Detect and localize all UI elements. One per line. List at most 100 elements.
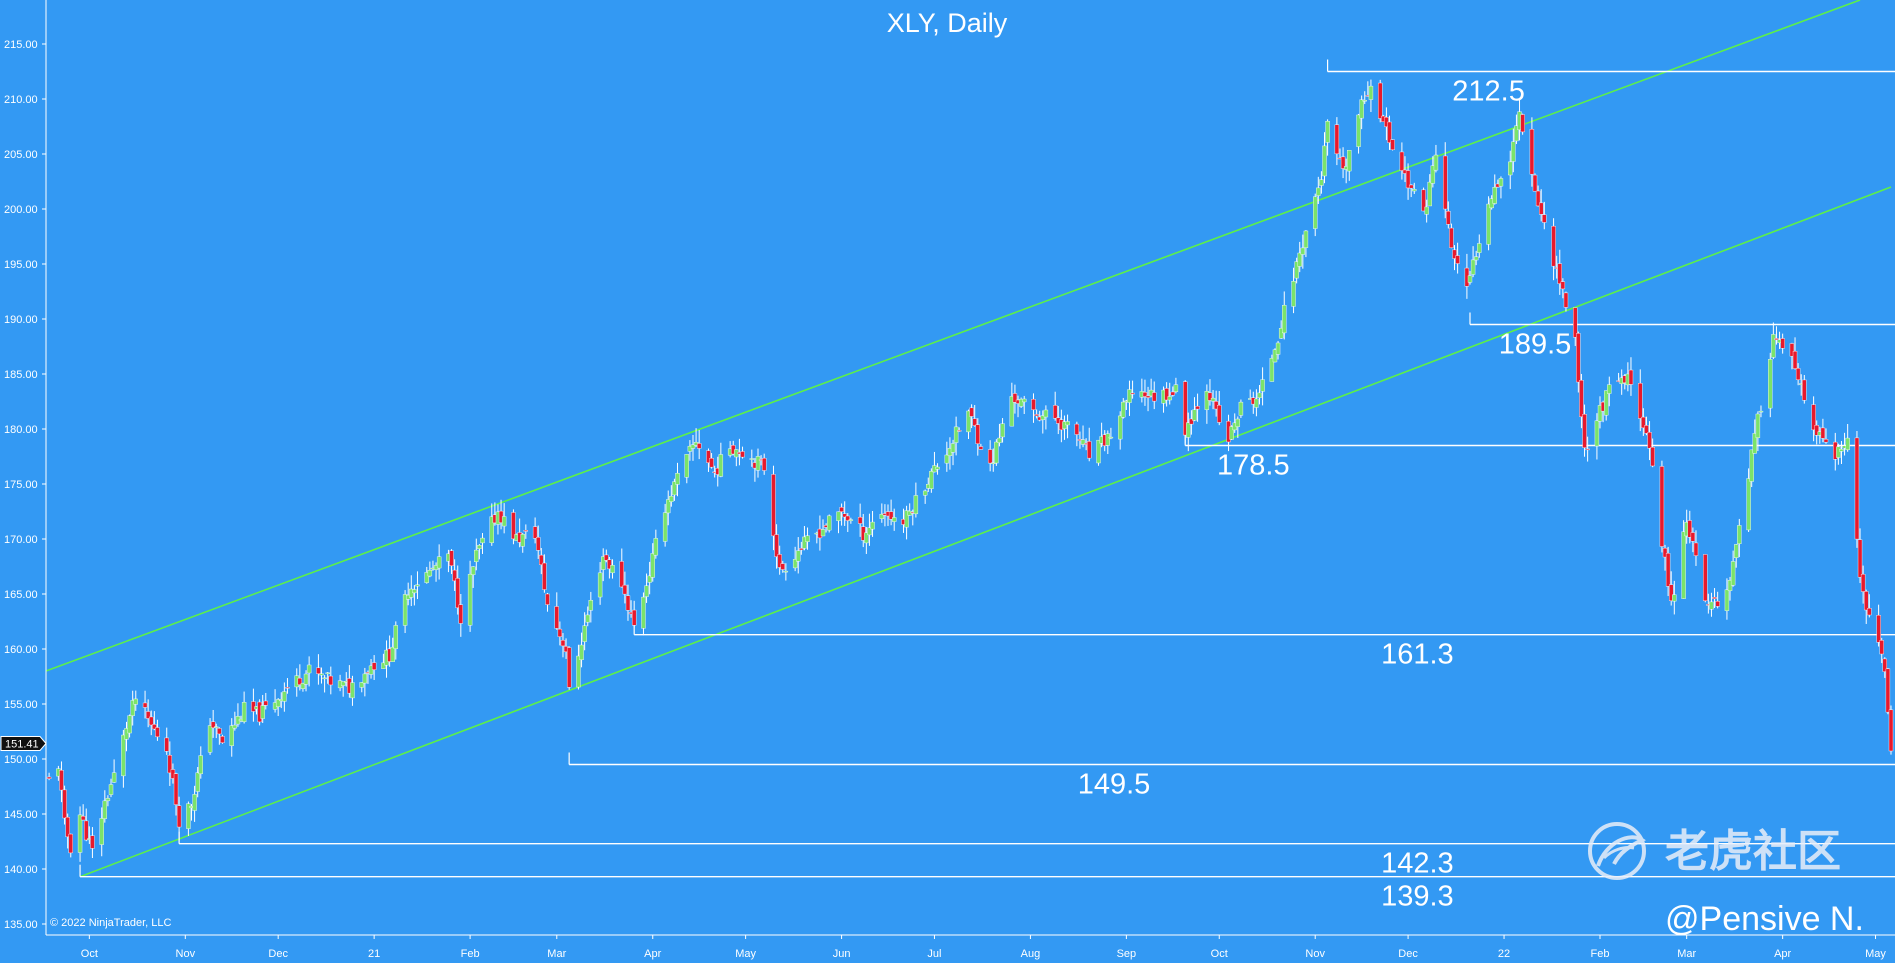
candle-body-down	[1012, 393, 1018, 403]
candle	[805, 527, 810, 550]
candle-body-down	[631, 609, 637, 626]
candle-body-up	[1514, 125, 1519, 142]
candle	[359, 682, 364, 693]
candle-body-up	[260, 705, 265, 719]
candle-body-up	[229, 725, 234, 746]
candle-body-up	[1322, 145, 1327, 177]
candle-body-down	[1659, 466, 1665, 547]
candle	[1662, 544, 1668, 571]
candle	[922, 489, 928, 504]
y-tick-label: 180.00	[4, 424, 38, 436]
candle	[1065, 414, 1070, 439]
candle	[845, 513, 850, 532]
candle-body-up	[1186, 422, 1191, 438]
candle-body-down	[523, 530, 529, 532]
candle-body-up	[1768, 359, 1773, 409]
candle	[684, 454, 689, 484]
candle	[1300, 234, 1306, 269]
candle	[1121, 397, 1126, 419]
candle-body-up	[1473, 256, 1479, 261]
candle-body-down	[842, 513, 847, 518]
level-label: 178.5	[1217, 450, 1290, 482]
candle-body-down	[1449, 227, 1454, 248]
candle-body-down	[1563, 292, 1569, 308]
candle	[152, 711, 157, 731]
candle-body-down	[1867, 607, 1872, 616]
candle-body-up	[684, 454, 689, 478]
candle-body-up	[467, 573, 473, 626]
candle	[1009, 382, 1015, 427]
candle-body-up	[275, 699, 281, 707]
candle	[1641, 408, 1646, 436]
candle	[653, 529, 659, 559]
candle	[1359, 95, 1364, 130]
candle	[1291, 267, 1296, 314]
candle-body-down	[142, 702, 148, 708]
candle-body-down	[59, 770, 64, 791]
candles	[46, 79, 1894, 862]
x-axis: Oct Nov Dec 21 Feb Mar Apr May Jun Jul Aug Sep Oct No…	[81, 935, 1886, 960]
candle-body-down	[1520, 114, 1525, 133]
level-label: 212.5	[1452, 76, 1525, 108]
candle-body-down	[1535, 190, 1541, 207]
candle	[1879, 637, 1884, 664]
candle	[935, 463, 940, 475]
candle	[1820, 418, 1826, 443]
candle	[1303, 230, 1309, 258]
candle-body-down	[1647, 432, 1652, 449]
candle	[1018, 397, 1024, 408]
candle	[1031, 393, 1036, 423]
candle	[297, 664, 303, 691]
candle	[1573, 307, 1578, 347]
candle-body-up	[1018, 398, 1024, 407]
candle-body-up	[1272, 349, 1278, 363]
candle	[1514, 114, 1519, 145]
candle	[1755, 411, 1761, 452]
candle-body-up	[470, 566, 476, 575]
candle-body-up	[1257, 392, 1262, 399]
candle	[1210, 389, 1216, 410]
candle-body-down	[1715, 601, 1720, 607]
candle-body-down	[1662, 547, 1668, 558]
candle	[390, 637, 395, 662]
candle	[1665, 546, 1671, 597]
candle	[1186, 412, 1191, 452]
candle	[1557, 249, 1562, 295]
candle	[111, 759, 117, 783]
candle-body-up	[350, 682, 355, 699]
y-tick-label: 200.00	[4, 204, 38, 216]
candle	[424, 566, 429, 584]
candle-body-down	[1693, 542, 1699, 556]
candle-body-down	[1557, 263, 1562, 284]
candle	[1254, 389, 1259, 417]
candle-body-up	[340, 681, 346, 686]
watermark-text: 老虎社区	[1665, 826, 1841, 877]
candle-body-down	[68, 833, 73, 854]
candle	[870, 511, 875, 537]
candle	[458, 593, 464, 637]
candle	[340, 681, 346, 697]
author-credit: @Pensive N.	[1665, 900, 1864, 938]
x-tick-label: Apr	[1774, 948, 1791, 960]
candle	[839, 503, 844, 526]
candle	[393, 621, 399, 660]
candle	[1585, 436, 1590, 462]
candle	[1229, 425, 1234, 441]
candle	[734, 449, 739, 467]
candle	[836, 511, 841, 534]
candle-body-up	[362, 673, 368, 684]
candle	[1408, 184, 1414, 198]
candle	[604, 549, 609, 563]
candle-body-down	[1387, 121, 1392, 143]
candle-body-up	[1737, 525, 1742, 544]
candle-body-down	[458, 604, 464, 624]
candle	[1746, 468, 1751, 533]
candle	[167, 741, 173, 786]
candle-body-up	[953, 426, 959, 443]
candle-body-up	[1359, 99, 1364, 119]
candle	[1563, 291, 1569, 312]
candle	[783, 563, 789, 581]
candle-body-up	[1681, 531, 1686, 599]
candle	[1857, 528, 1863, 584]
